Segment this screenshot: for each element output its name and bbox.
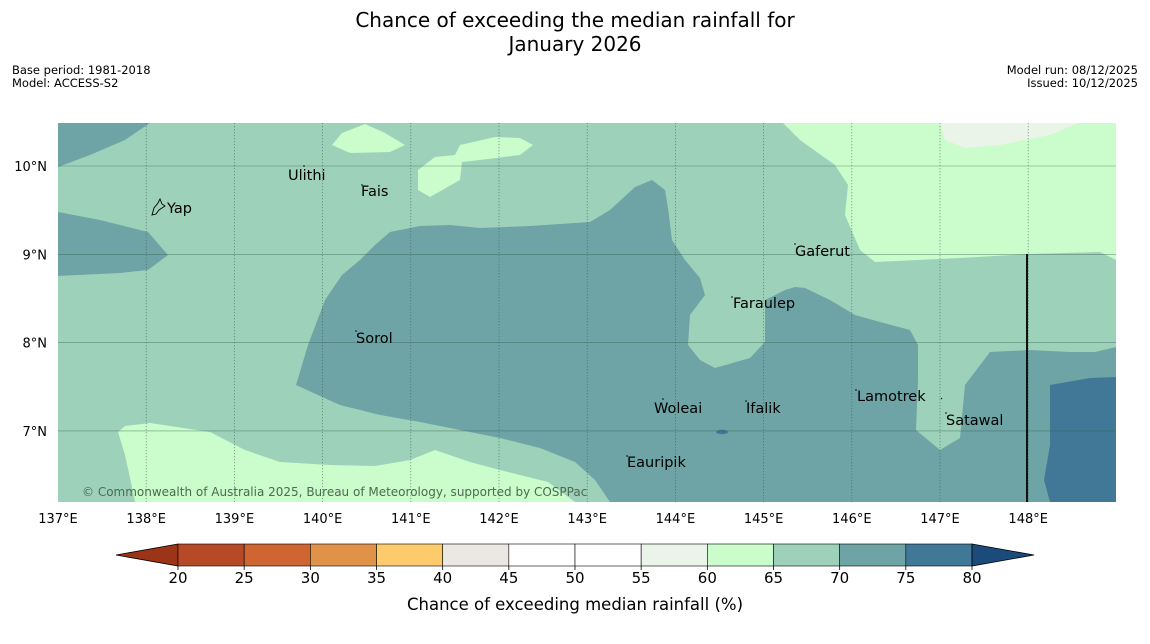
longitude-tick-label: 139°E: [215, 512, 255, 527]
latitude-tick-label: 8°N: [23, 337, 48, 352]
colorbar-segment: [177, 543, 245, 567]
colorbar-segment: [574, 543, 642, 567]
colorbar-segment: [508, 543, 576, 567]
place-label: Ifalik: [746, 401, 781, 417]
colorbar-segment: [376, 543, 443, 567]
colorbar-tick-label: 80: [962, 569, 981, 587]
graticule: [58, 123, 1116, 502]
colorbar-tick-label: 35: [367, 569, 386, 587]
colorbar-segment: [442, 543, 510, 567]
region-70-75-main: [296, 180, 1116, 502]
colorbar-tick-label: 30: [301, 569, 320, 587]
colorbar-segment: [773, 543, 840, 567]
place-label: Eauripik: [627, 455, 686, 471]
longitude-tick-label: 143°E: [567, 512, 607, 527]
region-60-65-northeast: [783, 123, 1116, 262]
copyright-credit: © Commonwealth of Australia 2025, Bureau…: [82, 485, 587, 499]
colorbar-tick-label: 40: [433, 569, 452, 587]
map-title-line1: Chance of exceeding the median rainfall …: [355, 8, 795, 32]
colorbar-segment: [243, 543, 311, 567]
place-label: Woleai: [654, 401, 702, 417]
colorbar-tick-label: 20: [168, 569, 187, 587]
region-60-65-blob1: [332, 124, 405, 153]
place-label: Yap: [166, 201, 192, 217]
colorbar-tick-label: 70: [830, 569, 849, 587]
place-label: Fais: [361, 184, 388, 200]
colorbar-title: Chance of exceeding median rainfall (%): [407, 595, 743, 614]
place-label: Sorol: [356, 331, 393, 347]
latitude-tick-label: 10°N: [14, 160, 47, 175]
region-70-75-northwest: [58, 123, 150, 167]
colorbar-tick-label: 60: [698, 569, 717, 587]
issued-date: Issued: 10/12/2025: [1027, 76, 1138, 90]
longitude-tick-label: 145°E: [744, 512, 784, 527]
longitude-tick-label: 147°E: [920, 512, 960, 527]
colorbar-segment: [839, 543, 907, 567]
latitude-tick-label: 7°N: [23, 425, 48, 440]
colorbar-segment: [707, 543, 774, 567]
region-75-80-dot: [716, 429, 728, 435]
longitude-tick-label: 141°E: [391, 512, 431, 527]
colorbar-segment: [905, 543, 973, 567]
region-75-80-southeast: [1044, 377, 1116, 502]
longitude-tick-label: 142°E: [479, 512, 519, 527]
colorbar-tick-label: 25: [235, 569, 254, 587]
colorbar-tick-label: 55: [632, 569, 651, 587]
region-70-75-west: [58, 212, 168, 276]
region-60-65-southwest: [118, 423, 575, 502]
map-title-line2: January 2026: [508, 32, 642, 56]
base-period: Base period: 1981-2018: [12, 63, 151, 77]
colorbar-segment: [310, 543, 377, 567]
model-run: Model run: 08/12/2025: [1006, 63, 1138, 77]
place-label: Faraulep: [733, 296, 795, 312]
place-label: Lamotrek: [857, 389, 926, 405]
latitude-ticks: 10°N 9°N 8°N 7°N: [14, 160, 47, 440]
island-marks: [303, 165, 947, 457]
place-label: Ulithi: [288, 168, 326, 184]
latitude-tick-label: 9°N: [23, 248, 48, 263]
model-name: Model: ACCESS-S2: [12, 76, 119, 90]
longitude-tick-label: 140°E: [303, 512, 343, 527]
place-label: Gaferut: [795, 244, 850, 260]
islands: [151, 165, 947, 457]
yap-island-outline: [151, 197, 166, 216]
longitude-tick-label: 138°E: [126, 512, 166, 527]
place-label: Satawal: [946, 413, 1003, 429]
longitude-tick-label: 137°E: [38, 512, 78, 527]
colorbar-tick-label: 50: [565, 569, 584, 587]
region-60-65-blob2: [418, 137, 533, 197]
map-title: Chance of exceeding the median rainfall …: [0, 8, 1150, 56]
colorbar-tick-label: 45: [499, 569, 518, 587]
longitude-tick-label: 148°E: [1008, 512, 1048, 527]
info-right: Model run: 08/12/2025 Issued: 10/12/2025: [1007, 64, 1138, 90]
longitude-tick-label: 146°E: [832, 512, 872, 527]
region-55-60-top: [940, 123, 1078, 148]
colorbar-high-extend: [971, 543, 1035, 567]
longitude-ticks: 137°E 138°E 139°E 140°E 141°E 142°E 143°E 144°E…: [38, 512, 1048, 527]
colorbar-low-extend: [115, 543, 179, 567]
place-labels: Yap Ulithi Fais Gaferut Faraulep Sorol W…: [166, 168, 1003, 471]
colorbar: 20 25 30 35 40 45 50 55 60 65 70 75 80: [115, 543, 1035, 587]
colorbar-tick-label: 65: [764, 569, 783, 587]
info-left: Base period: 1981-2018 Model: ACCESS-S2: [12, 64, 151, 90]
longitude-tick-label: 144°E: [656, 512, 696, 527]
colorbar-segment: [640, 543, 708, 567]
colorbar-tick-label: 75: [896, 569, 915, 587]
